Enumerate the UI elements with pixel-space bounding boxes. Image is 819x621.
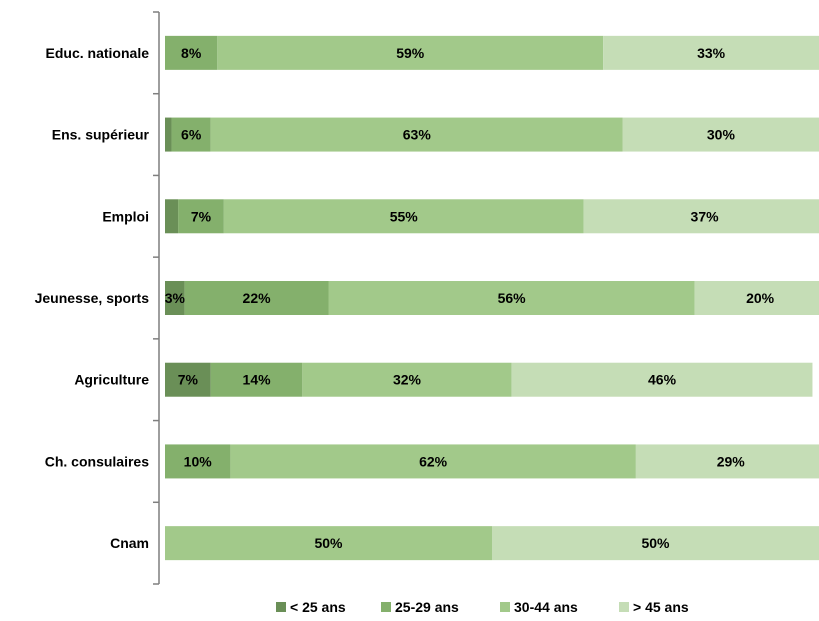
bar-educ-nationale-45-ans [603, 35, 819, 70]
bar-ens-superieur-25-29-ans [171, 117, 211, 152]
bar-ch-consulaires-45-ans [635, 444, 819, 479]
bar-ch-consulaires-25-29-ans [165, 444, 231, 479]
bar-jeunesse-sports-30-44-ans [328, 281, 695, 315]
bar-ens-superieur-45-ans [622, 117, 819, 152]
legend-swatch-30-44-ans [500, 602, 510, 612]
legend: < 25 ans 25-29 ans 30-44 ans > 45 ans [276, 599, 689, 615]
bar-educ-nationale-25-29-ans [165, 35, 218, 70]
legend-label-45-ans: > 45 ans [633, 599, 689, 615]
data-label-agriculture-45-ans: 46% [648, 372, 677, 388]
category-axis [153, 11, 160, 585]
bars: 8% 59% 33% 6% 63% 30% 7% 55% 37% 3% 22% 56% 20% 7% 14%… [165, 35, 819, 561]
data-label-educ-nationale-30-44-ans: 59% [396, 45, 425, 61]
category-labels: Educ. nationale Ens. supérieur Emploi Jeune… [35, 45, 150, 551]
bar-jeunesse-sports-45-ans [694, 281, 819, 315]
data-label-ens-superieur-25-29-ans: 6% [181, 127, 202, 143]
data-label-agriculture-25-ans: 7% [178, 372, 199, 388]
category-label-jeunesse-sports: Jeunesse, sports [35, 290, 150, 306]
data-label-cnam-45-ans: 50% [641, 535, 670, 551]
bar-jeunesse-sports-25-ans [165, 281, 185, 315]
data-label-ch-consulaires-30-44-ans: 62% [419, 453, 448, 469]
legend-label-30-44-ans: 30-44 ans [514, 599, 578, 615]
bar-jeunesse-sports-25-29-ans [184, 281, 329, 315]
data-label-educ-nationale-45-ans: 33% [697, 45, 726, 61]
bar-cnam-30-44-ans [165, 526, 492, 561]
category-label-ch-consulaires: Ch. consulaires [45, 453, 149, 469]
data-label-emploi-30-44-ans: 55% [390, 208, 419, 224]
bar-educ-nationale-30-44-ans [217, 35, 604, 70]
data-label-ch-consulaires-25-29-ans: 10% [184, 453, 213, 469]
legend-label-25-ans: < 25 ans [290, 599, 346, 615]
bar-emploi-25-29-ans [178, 199, 224, 234]
data-label-jeunesse-sports-25-ans: 3% [165, 290, 186, 306]
legend-swatch-25-ans [276, 602, 286, 612]
bar-agriculture-30-44-ans [302, 362, 512, 397]
category-label-ens-superieur: Ens. supérieur [52, 127, 150, 143]
bar-cnam-45-ans [492, 526, 819, 561]
bar-ens-superieur-25-ans [165, 117, 172, 152]
data-label-cnam-30-44-ans: 50% [314, 535, 343, 551]
data-label-agriculture-30-44-ans: 32% [393, 372, 422, 388]
data-label-ens-superieur-45-ans: 30% [707, 127, 736, 143]
bar-emploi-25-ans [165, 199, 179, 234]
legend-swatch-25-29-ans [381, 602, 391, 612]
data-label-ens-superieur-30-44-ans: 63% [403, 127, 432, 143]
legend-label-25-29-ans: 25-29 ans [395, 599, 459, 615]
data-label-educ-nationale-25-29-ans: 8% [181, 45, 202, 61]
data-label-ch-consulaires-45-ans: 29% [717, 453, 746, 469]
data-label-emploi-25-29-ans: 7% [191, 208, 212, 224]
bar-agriculture-25-29-ans [210, 362, 303, 397]
bar-ch-consulaires-30-44-ans [230, 444, 636, 479]
data-label-emploi-45-ans: 37% [691, 208, 720, 224]
category-label-educ-nationale: Educ. nationale [46, 45, 150, 61]
data-label-jeunesse-sports-30-44-ans: 56% [498, 290, 527, 306]
bar-emploi-30-44-ans [223, 199, 584, 234]
bar-agriculture-45-ans [511, 362, 813, 397]
category-label-agriculture: Agriculture [74, 372, 149, 388]
data-label-jeunesse-sports-25-29-ans: 22% [243, 290, 272, 306]
category-label-emploi: Emploi [102, 208, 149, 224]
category-label-cnam: Cnam [110, 535, 149, 551]
bar-ens-superieur-30-44-ans [210, 117, 623, 152]
bar-agriculture-25-ans [165, 362, 211, 397]
legend-swatch-45-ans [619, 602, 629, 612]
data-label-agriculture-25-29-ans: 14% [243, 372, 272, 388]
data-label-jeunesse-sports-45-ans: 20% [746, 290, 775, 306]
bar-emploi-45-ans [583, 199, 819, 234]
